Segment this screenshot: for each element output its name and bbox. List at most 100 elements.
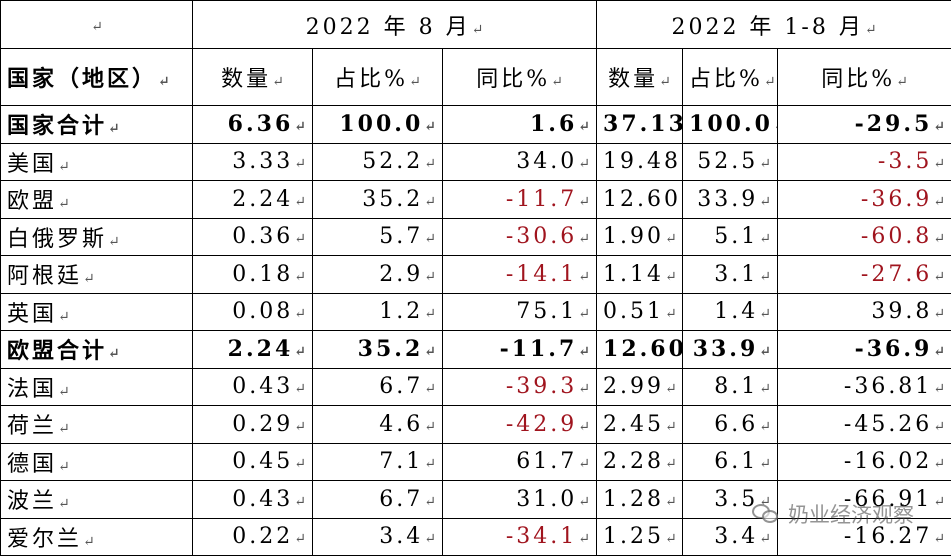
- return-mark-icon: ↵: [108, 234, 120, 250]
- return-mark-icon: ↵: [424, 456, 436, 472]
- ytd-yoy-cell: 39.8↵: [778, 293, 951, 331]
- return-mark-icon: ↵: [933, 344, 945, 360]
- period-aug-header: 2022 年 8 月↵: [193, 1, 597, 49]
- country-name-cell: 阿根廷↵: [1, 256, 193, 294]
- table-row: 美国↵3.33↵52.2↵34.0↵19.48↵52.5↵-3.5↵: [1, 143, 951, 181]
- return-mark-icon: ↵: [759, 194, 771, 210]
- aug-share-cell: 6.7↵: [313, 481, 443, 519]
- ytd-yoy-cell: -66.91↵: [778, 481, 951, 519]
- aug-share-cell: 7.1↵: [313, 443, 443, 481]
- share-header-aug: 占比%↵: [313, 49, 443, 106]
- return-mark-icon: ↵: [774, 119, 778, 135]
- yoy-header-ytd: 同比%↵: [778, 49, 951, 106]
- ytd-qty-cell: 37.13↵: [597, 106, 683, 144]
- return-mark-icon: ↵: [58, 421, 70, 437]
- aug-yoy-cell: -42.9↵: [443, 406, 597, 444]
- return-mark-icon: ↵: [933, 531, 945, 547]
- aug-qty-cell: 0.43↵: [193, 368, 313, 406]
- return-mark-icon: ↵: [294, 306, 306, 322]
- corner-cell: ↵: [1, 1, 193, 49]
- share-header-ytd: 占比%↵: [683, 49, 778, 106]
- return-mark-icon: ↵: [896, 74, 908, 90]
- aug-qty-cell: 0.18↵: [193, 256, 313, 294]
- aug-share-cell: 1.2↵: [313, 293, 443, 331]
- ytd-yoy-cell: -16.27↵: [778, 518, 951, 556]
- aug-qty-cell: 6.36↵: [193, 106, 313, 144]
- ytd-share-cell: 52.5↵: [683, 143, 778, 181]
- return-mark-icon: ↵: [759, 269, 771, 285]
- ytd-qty-cell: 12.60↵: [597, 331, 683, 369]
- return-mark-icon: ↵: [272, 74, 284, 90]
- return-mark-icon: ↵: [83, 534, 95, 550]
- return-mark-icon: ↵: [58, 459, 70, 475]
- country-name-cell: 爱尔兰↵: [1, 518, 193, 556]
- ytd-yoy-cell: -16.02↵: [778, 443, 951, 481]
- ytd-yoy-cell: -3.5↵: [778, 143, 951, 181]
- return-mark-icon: ↵: [578, 494, 590, 510]
- return-mark-icon: ↵: [759, 419, 771, 435]
- return-mark-icon: ↵: [58, 496, 70, 512]
- return-mark-icon: ↵: [294, 156, 306, 172]
- return-mark-icon: ↵: [665, 231, 677, 247]
- ytd-qty-cell: 1.25↵: [597, 518, 683, 556]
- return-mark-icon: ↵: [933, 381, 945, 397]
- return-mark-icon: ↵: [933, 456, 945, 472]
- return-mark-icon: ↵: [424, 494, 436, 510]
- ytd-yoy-cell: -36.9↵: [778, 181, 951, 219]
- return-mark-icon: ↵: [158, 74, 170, 90]
- return-mark-icon: ↵: [578, 119, 590, 135]
- aug-share-cell: 100.0↵: [313, 106, 443, 144]
- return-mark-icon: ↵: [294, 381, 306, 397]
- country-name-cell: 法国↵: [1, 368, 193, 406]
- table-row: 德国↵0.45↵7.1↵61.7↵2.28↵6.1↵-16.02↵: [1, 443, 951, 481]
- yoy-header-aug: 同比%↵: [443, 49, 597, 106]
- return-mark-icon: ↵: [933, 419, 945, 435]
- return-mark-icon: ↵: [424, 194, 436, 210]
- ytd-qty-cell: 1.28↵: [597, 481, 683, 519]
- return-mark-icon: ↵: [665, 494, 677, 510]
- country-name-cell: 白俄罗斯↵: [1, 218, 193, 256]
- ytd-share-cell: 3.1↵: [683, 256, 778, 294]
- return-mark-icon: ↵: [424, 269, 436, 285]
- country-name-cell: 欧盟合计↵: [1, 331, 193, 369]
- country-name-cell: 欧盟↵: [1, 181, 193, 219]
- return-mark-icon: ↵: [933, 194, 945, 210]
- return-mark-icon: ↵: [294, 231, 306, 247]
- ytd-share-cell: 3.5↵: [683, 481, 778, 519]
- return-mark-icon: ↵: [578, 381, 590, 397]
- return-mark-icon: ↵: [424, 231, 436, 247]
- ytd-yoy-cell: -60.8↵: [778, 218, 951, 256]
- ytd-yoy-cell: -45.26↵: [778, 406, 951, 444]
- ytd-qty-cell: 12.60↵: [597, 181, 683, 219]
- table-row: 荷兰↵0.29↵4.6↵-42.9↵2.45↵6.6↵-45.26↵: [1, 406, 951, 444]
- ytd-yoy-cell: -36.9↵: [778, 331, 951, 369]
- aug-yoy-cell: -34.1↵: [443, 518, 597, 556]
- return-mark-icon: ↵: [108, 346, 120, 362]
- table-row: 国家合计↵6.36↵100.0↵1.6↵37.13↵100.0↵-29.5↵: [1, 106, 951, 144]
- return-mark-icon: ↵: [759, 156, 771, 172]
- aug-yoy-cell: -11.7↵: [443, 181, 597, 219]
- aug-share-cell: 52.2↵: [313, 143, 443, 181]
- return-mark-icon: ↵: [58, 159, 70, 175]
- return-mark-icon: ↵: [578, 194, 590, 210]
- aug-yoy-cell: 1.6↵: [443, 106, 597, 144]
- country-name-cell: 美国↵: [1, 143, 193, 181]
- aug-qty-cell: 0.45↵: [193, 443, 313, 481]
- return-mark-icon: ↵: [294, 194, 306, 210]
- aug-qty-cell: 2.24↵: [193, 331, 313, 369]
- return-mark-icon: ↵: [58, 384, 70, 400]
- return-mark-icon: ↵: [665, 381, 677, 397]
- aug-share-cell: 3.4↵: [313, 518, 443, 556]
- return-mark-icon: ↵: [424, 119, 436, 135]
- return-mark-icon: ↵: [665, 306, 677, 322]
- aug-qty-cell: 0.36↵: [193, 218, 313, 256]
- country-column-header: 国家（地区）↵: [1, 49, 193, 106]
- period-jan-aug-header: 2022 年 1-8 月↵: [597, 1, 951, 49]
- return-mark-icon: ↵: [83, 271, 95, 287]
- period-header-row: ↵ 2022 年 8 月↵ 2022 年 1-8 月↵: [1, 1, 951, 49]
- return-mark-icon: ↵: [424, 419, 436, 435]
- return-mark-icon: ↵: [578, 419, 590, 435]
- table-row: 法国↵0.43↵6.7↵-39.3↵2.99↵8.1↵-36.81↵: [1, 368, 951, 406]
- aug-qty-cell: 3.33↵: [193, 143, 313, 181]
- return-mark-icon: ↵: [424, 156, 436, 172]
